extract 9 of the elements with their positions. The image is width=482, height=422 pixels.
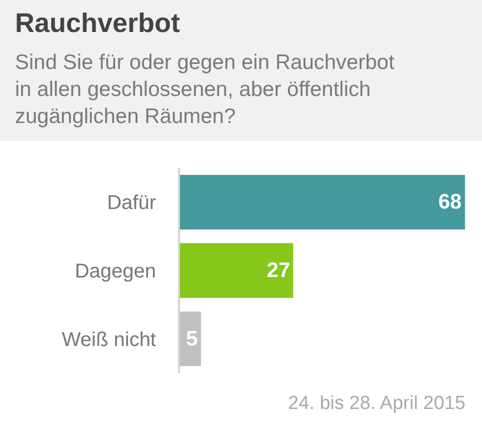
data-label: 68 <box>438 190 462 214</box>
data-label: 5 <box>186 327 198 350</box>
y-tick-label: Dagegen <box>74 260 156 282</box>
y-tick-label: Weiß nicht <box>62 328 156 351</box>
data-label: 27 <box>266 259 290 282</box>
chart-title: Rauchverbot <box>15 8 180 39</box>
y-tick-label: Dafür <box>107 192 156 214</box>
chart-subtitle: Sind Sie für oder gegen ein Rauchverbot in allen geschlossenen, aber öffentlich zugänglichen Räumen? <box>15 50 396 130</box>
text: 24. bis 28. April 2015 <box>288 393 466 414</box>
